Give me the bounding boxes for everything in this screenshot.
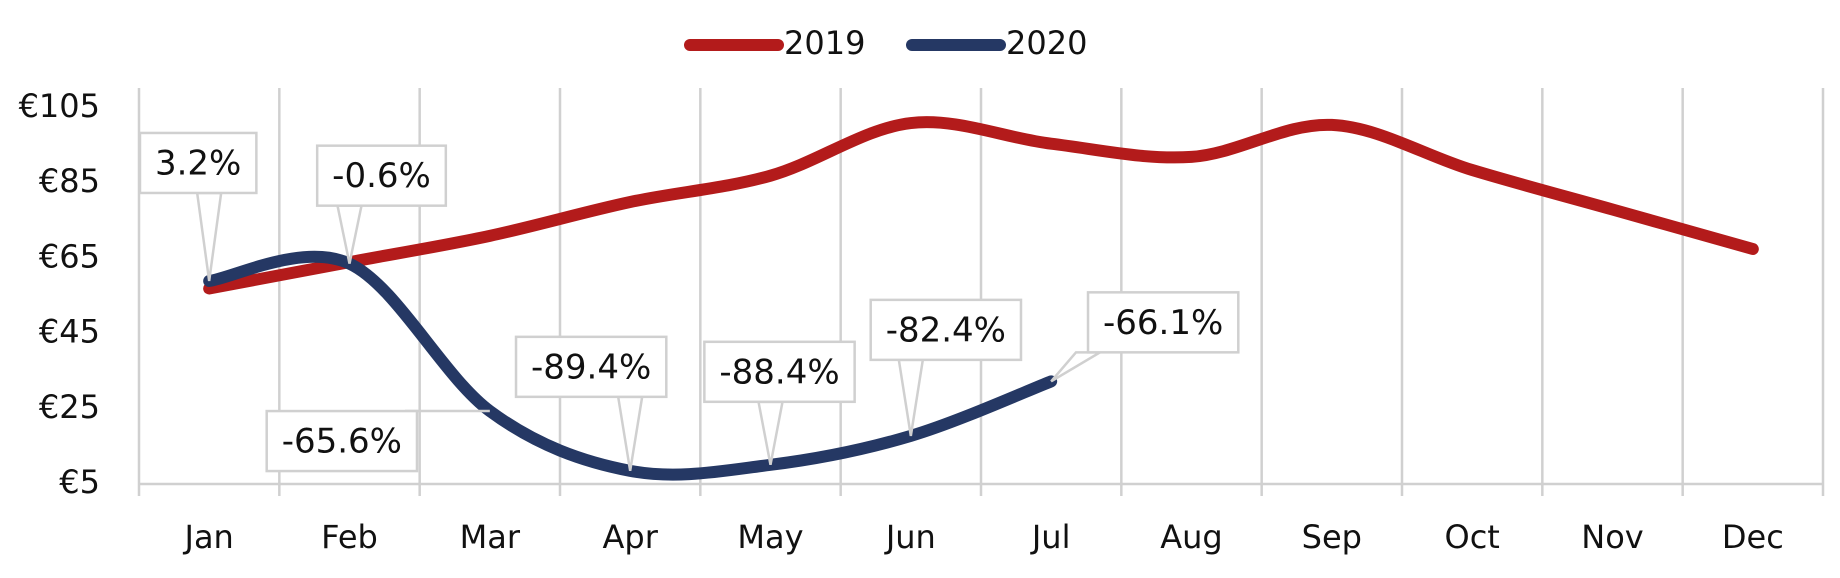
callout: -88.4% (703, 340, 856, 466)
x-tick-label: Mar (460, 518, 521, 556)
x-tick-label: Jan (183, 518, 234, 556)
legend-label: 2020 (1006, 24, 1087, 62)
annotation: -82.4% (886, 310, 1006, 350)
callout-pointer (897, 358, 925, 437)
callout-box (869, 298, 1023, 362)
callout-pointer (616, 395, 644, 472)
callout-box (315, 144, 448, 207)
annotation: -89.4% (531, 347, 651, 387)
x-tick-label: Jun (884, 518, 936, 556)
y-tick-label: €85 (39, 162, 100, 200)
callout-box (703, 340, 856, 404)
callout-pointer (756, 400, 785, 466)
legend-label: 2019 (784, 24, 865, 62)
x-tick-label: Sep (1302, 518, 1362, 556)
annotation: -65.6% (282, 422, 402, 462)
x-tick-label: May (737, 518, 803, 556)
callout-box (138, 131, 258, 195)
callout: -89.4% (514, 335, 668, 472)
callout-pointer (1050, 351, 1105, 383)
annotation: -88.4% (719, 352, 839, 392)
x-tick-label: Aug (1160, 518, 1222, 556)
callout: -66.1% (1050, 291, 1240, 383)
annotation: -66.1% (1103, 303, 1223, 343)
annotation: -0.6% (332, 156, 431, 196)
callout-box (1086, 291, 1240, 354)
annotation: 3.2% (155, 143, 241, 183)
callout: 3.2% (138, 131, 258, 282)
callout: -0.6% (315, 144, 448, 264)
x-tick-label: Oct (1445, 518, 1500, 556)
callout-box (265, 409, 419, 473)
callout: -65.6% (265, 409, 490, 473)
x-tick-label: Jul (1030, 518, 1071, 556)
x-tick-label: Nov (1581, 518, 1643, 556)
callout: -82.4% (869, 298, 1023, 437)
series-line (203, 116, 1759, 295)
x-tick-label: Apr (602, 518, 658, 556)
y-tick-label: €45 (39, 313, 100, 351)
y-tick-label: €65 (39, 237, 100, 275)
y-tick-label: €105 (19, 87, 100, 125)
callout-box (514, 335, 668, 399)
x-tick-label: Feb (321, 518, 378, 556)
y-tick-label: €5 (59, 463, 100, 501)
x-tick-label: Dec (1722, 518, 1784, 556)
y-tick-label: €25 (39, 388, 100, 426)
callout-pointer (195, 191, 223, 282)
